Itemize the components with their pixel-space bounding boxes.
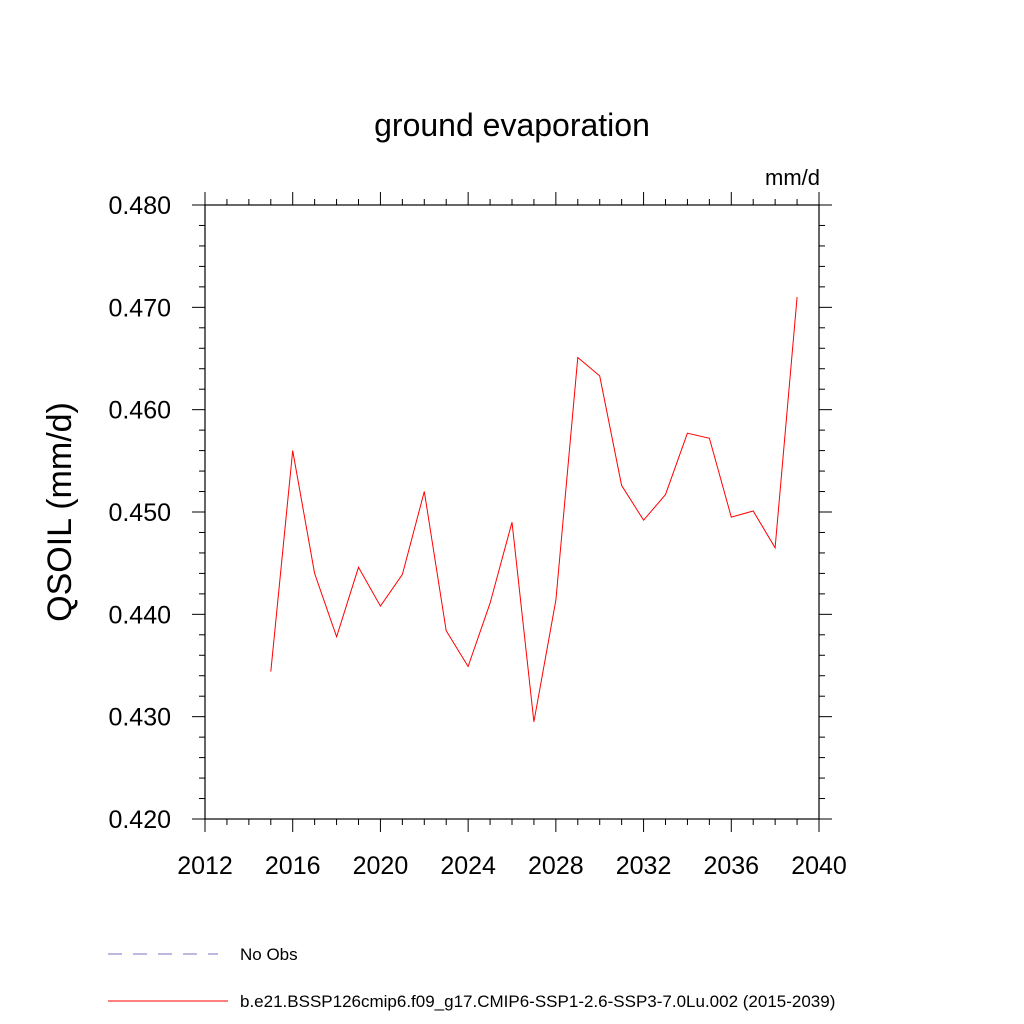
x-tick-label: 2036 — [703, 852, 759, 880]
y-tick-label: 0.450 — [108, 499, 171, 527]
axis-ticks — [192, 192, 832, 832]
y-tick-label: 0.470 — [108, 294, 171, 322]
x-tick-label: 2016 — [265, 852, 321, 880]
series-line — [270, 297, 798, 722]
series-layer — [270, 297, 798, 722]
y-tick-label: 0.420 — [108, 806, 171, 834]
y-tick-label: 0.480 — [108, 192, 171, 220]
x-tick-label: 2012 — [177, 852, 233, 880]
x-tick-label: 2020 — [353, 852, 409, 880]
x-tick-label: 2028 — [528, 852, 584, 880]
x-tick-label: 2032 — [616, 852, 672, 880]
x-tick-labels: 2012 2016 2020 2024 2028 2032 2036 2040 — [177, 852, 847, 880]
plot-frame — [204, 204, 820, 820]
legend-label-series: b.e21.BSSP126cmip6.f09_g17.CMIP6-SSP1-2.… — [240, 992, 835, 1011]
y-tick-label: 0.460 — [108, 397, 171, 425]
y-tick-label: 0.430 — [108, 704, 171, 732]
legend-label-no-obs: No Obs — [240, 945, 298, 964]
x-tick-label: 2040 — [791, 852, 847, 880]
y-tick-label: 0.440 — [108, 601, 171, 629]
chart-title: ground evaporation — [374, 107, 650, 143]
y-axis-label: QSOIL (mm/d) — [41, 402, 79, 622]
legend: No Obs b.e21.BSSP126cmip6.f09_g17.CMIP6-… — [108, 945, 835, 1011]
units-label: mm/d — [765, 165, 820, 190]
x-tick-label: 2024 — [440, 852, 496, 880]
y-tick-labels: 0.420 0.430 0.440 0.450 0.460 0.470 0.480 — [108, 192, 171, 834]
